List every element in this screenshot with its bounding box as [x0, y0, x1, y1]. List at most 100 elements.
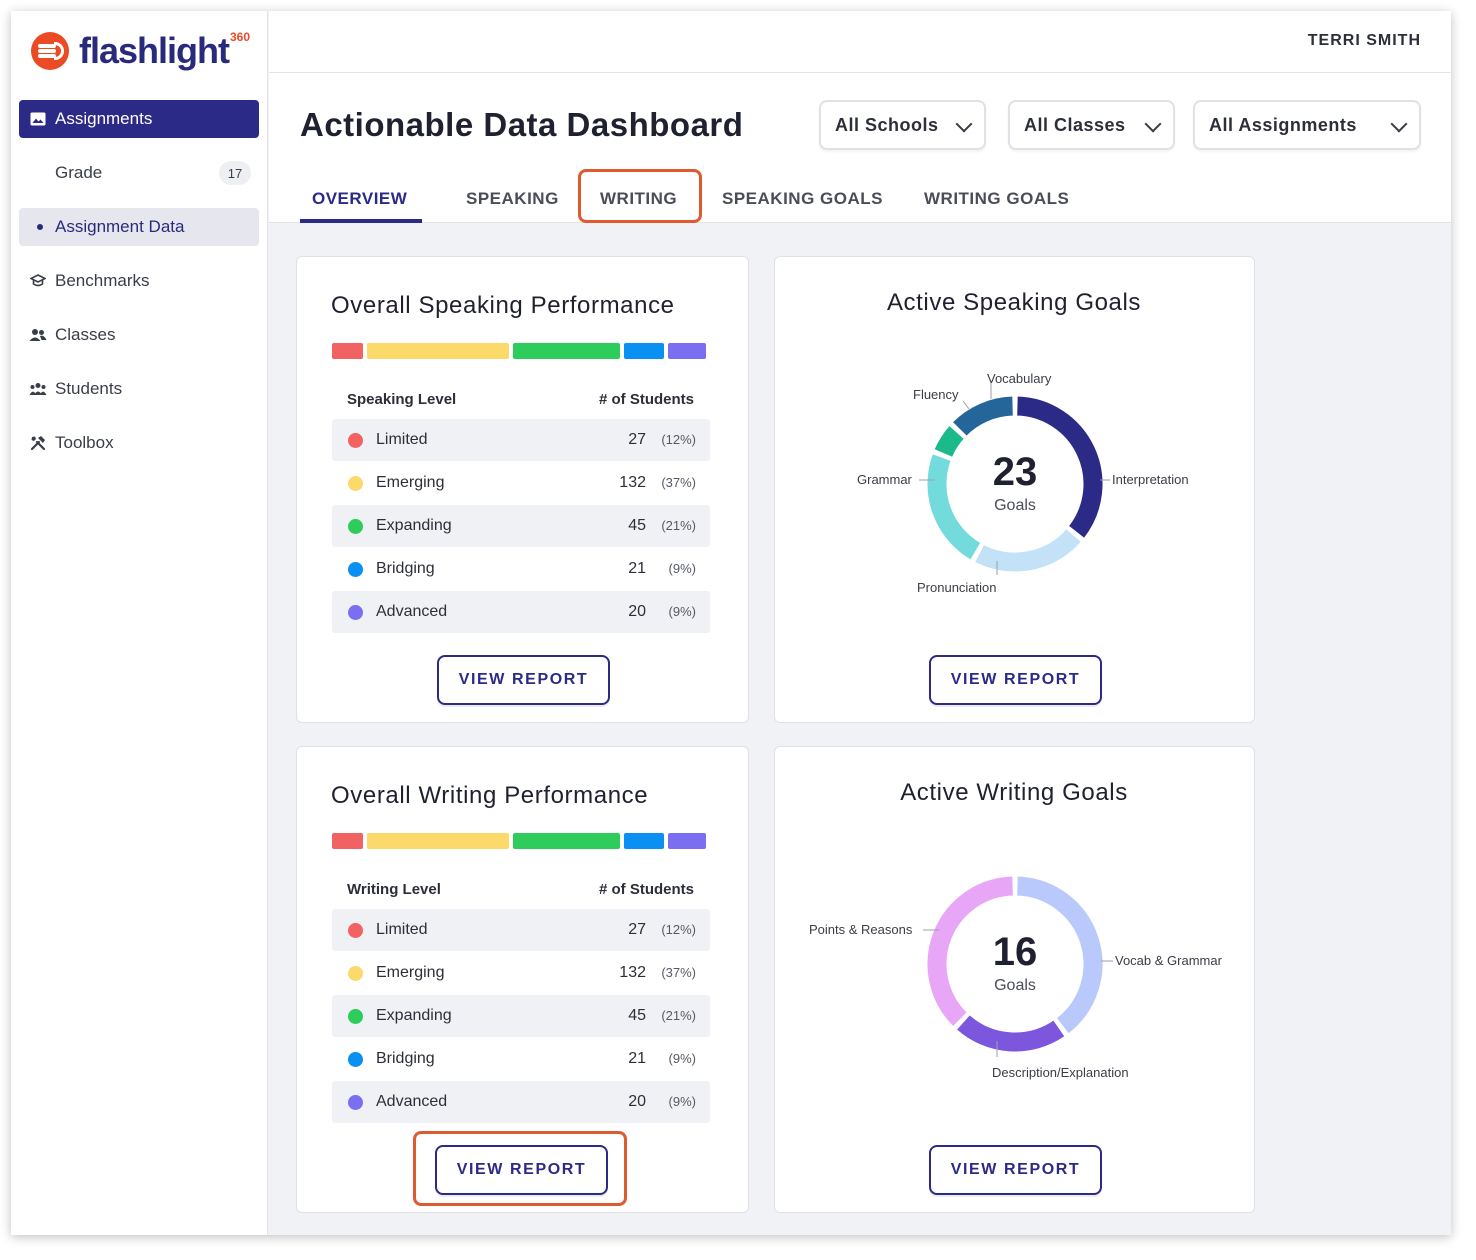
expanding-swatch — [348, 1009, 363, 1024]
donut-slice-grammar[interactable] — [926, 453, 982, 561]
sidebar-item-label: Benchmarks — [55, 271, 150, 290]
sidebar-item-students[interactable]: Students — [19, 370, 259, 408]
advanced-swatch — [348, 1095, 363, 1110]
limited-swatch — [348, 923, 363, 938]
tab-writing[interactable]: WRITING — [600, 189, 678, 208]
select-value: All Assignments — [1209, 114, 1357, 135]
sidebar-item-toolbox[interactable]: Toolbox — [19, 424, 259, 462]
column-header-level: Writing Level — [347, 881, 441, 898]
donut-slice-vocab-grammar[interactable] — [1016, 875, 1104, 1035]
card-title: Overall Speaking Performance — [331, 292, 675, 319]
group-icon — [29, 380, 47, 398]
student-count: 27 — [628, 431, 646, 448]
student-percent: (21%) — [661, 518, 696, 533]
app-window: flashlight 360 Assignments Grade 17 Assig… — [11, 11, 1451, 1235]
table-row: Limited 27 (12%) — [332, 419, 710, 461]
chevron-down-icon — [1144, 115, 1162, 133]
donut-slice-vocabulary[interactable] — [951, 395, 1014, 437]
class-select[interactable]: All Classes — [1008, 100, 1175, 150]
goals-total-label: Goals — [994, 497, 1036, 514]
goals-total: 16 — [992, 930, 1038, 974]
donut-center: 23 Goals — [945, 450, 1085, 515]
sidebar-item-label: Toolbox — [55, 433, 114, 452]
level-color-bar — [332, 343, 706, 359]
logo-text: flashlight — [79, 30, 230, 71]
level-name: Emerging — [376, 964, 445, 981]
assignment-select[interactable]: All Assignments — [1193, 100, 1421, 150]
view-report-highlight — [413, 1131, 627, 1206]
sidebar-item-grade[interactable]: Grade 17 — [19, 154, 259, 192]
level-name: Advanced — [376, 1093, 448, 1110]
table-header: Writing Level # of Students — [332, 875, 710, 905]
student-percent: (9%) — [668, 561, 696, 576]
sidebar-item-label: Assignment Data — [55, 217, 185, 236]
donut-slice-description-explanation[interactable] — [955, 1014, 1066, 1053]
sidebar-item-label: Assignments — [55, 109, 153, 128]
card-title: Active Writing Goals — [900, 779, 1128, 806]
limited-swatch — [348, 433, 363, 448]
student-percent: (9%) — [668, 604, 696, 619]
label-vocabulary: Vocabulary — [987, 371, 1052, 386]
sidebar-item-label: Grade — [55, 163, 103, 182]
table-row: Bridging 21 (9%) — [332, 1038, 710, 1080]
leader-lines — [919, 381, 1110, 575]
card-title: Active Speaking Goals — [886, 289, 1142, 316]
donut-slice-interpretation[interactable] — [1016, 395, 1104, 540]
student-percent: (37%) — [661, 475, 696, 490]
goals-total: 23 — [992, 450, 1038, 494]
student-count: 132 — [619, 964, 646, 981]
speaking-view-report-button[interactable]: VIEW REPORT — [437, 655, 610, 705]
writing-view-report-button[interactable]: VIEW REPORT — [435, 1145, 608, 1195]
chevron-down-icon — [1390, 115, 1408, 133]
donut-slice-fluency[interactable] — [933, 424, 965, 459]
sidebar-item-benchmarks[interactable]: Benchmarks — [19, 262, 259, 300]
sidebar-item-assignments[interactable]: Assignments — [19, 100, 259, 138]
student-count: 21 — [628, 1050, 646, 1067]
top-bar: TERRI SMITH — [269, 11, 1451, 73]
label-fluency: Fluency — [913, 387, 959, 402]
page-header: Actionable Data Dashboard All Schools Al… — [269, 73, 1451, 223]
table-row: Bridging 21 (9%) — [332, 548, 710, 590]
select-value: All Classes — [1024, 114, 1126, 135]
student-percent: (21%) — [661, 1008, 696, 1023]
advanced-swatch — [348, 605, 363, 620]
level-name: Advanced — [376, 603, 448, 620]
donut-slice-pronunciation[interactable] — [973, 527, 1083, 573]
tab-speaking[interactable]: SPEAKING — [466, 189, 559, 208]
logo-sup: 360 — [230, 30, 251, 44]
bridging-swatch — [348, 562, 363, 577]
label-description-explanation: Description/Explanation — [992, 1065, 1129, 1080]
writing-goals-view-report-button[interactable]: VIEW REPORT — [929, 1145, 1102, 1195]
tab-overview[interactable]: OVERVIEW — [300, 179, 422, 223]
student-count: 20 — [628, 603, 646, 620]
tab-writing-goals[interactable]: WRITING GOALS — [924, 189, 1070, 208]
speaking-goals-view-report-button[interactable]: VIEW REPORT — [929, 655, 1102, 705]
writing-goals-donut — [926, 875, 1104, 1053]
school-select[interactable]: All Schools — [819, 100, 986, 150]
page-title: Actionable Data Dashboard — [300, 106, 744, 143]
level-name: Limited — [376, 431, 428, 448]
writing-tab-highlight — [578, 169, 702, 223]
sidebar-item-classes[interactable]: Classes — [19, 316, 259, 354]
table-row: Expanding 45 (21%) — [332, 995, 710, 1037]
label-pronunciation: Pronunciation — [917, 580, 997, 595]
student-percent: (12%) — [661, 432, 696, 447]
label-vocab-grammar: Vocab & Grammar — [1115, 953, 1222, 968]
card-title: Overall Writing Performance — [331, 782, 649, 809]
table-row: Expanding 45 (21%) — [332, 505, 710, 547]
donut-slice-points-reasons[interactable] — [926, 875, 1014, 1028]
student-count: 20 — [628, 1093, 646, 1110]
logo[interactable]: flashlight 360 — [31, 30, 251, 71]
tab-speaking-goals[interactable]: SPEAKING GOALS — [722, 189, 883, 208]
tools-icon — [29, 434, 47, 452]
user-name[interactable]: TERRI SMITH — [1307, 32, 1421, 49]
student-count: 27 — [628, 921, 646, 938]
users-icon — [29, 326, 47, 344]
column-header-level: Speaking Level — [347, 391, 457, 408]
speaking-goals-donut — [926, 395, 1104, 573]
leader-lines — [923, 929, 1113, 1057]
bridging-swatch — [348, 1052, 363, 1067]
flashlight-logo-icon — [31, 32, 69, 70]
sidebar-item-assignment-data[interactable]: Assignment Data — [19, 208, 259, 246]
writing-performance-card: Overall Writing Performance Writing Leve… — [296, 746, 749, 1213]
